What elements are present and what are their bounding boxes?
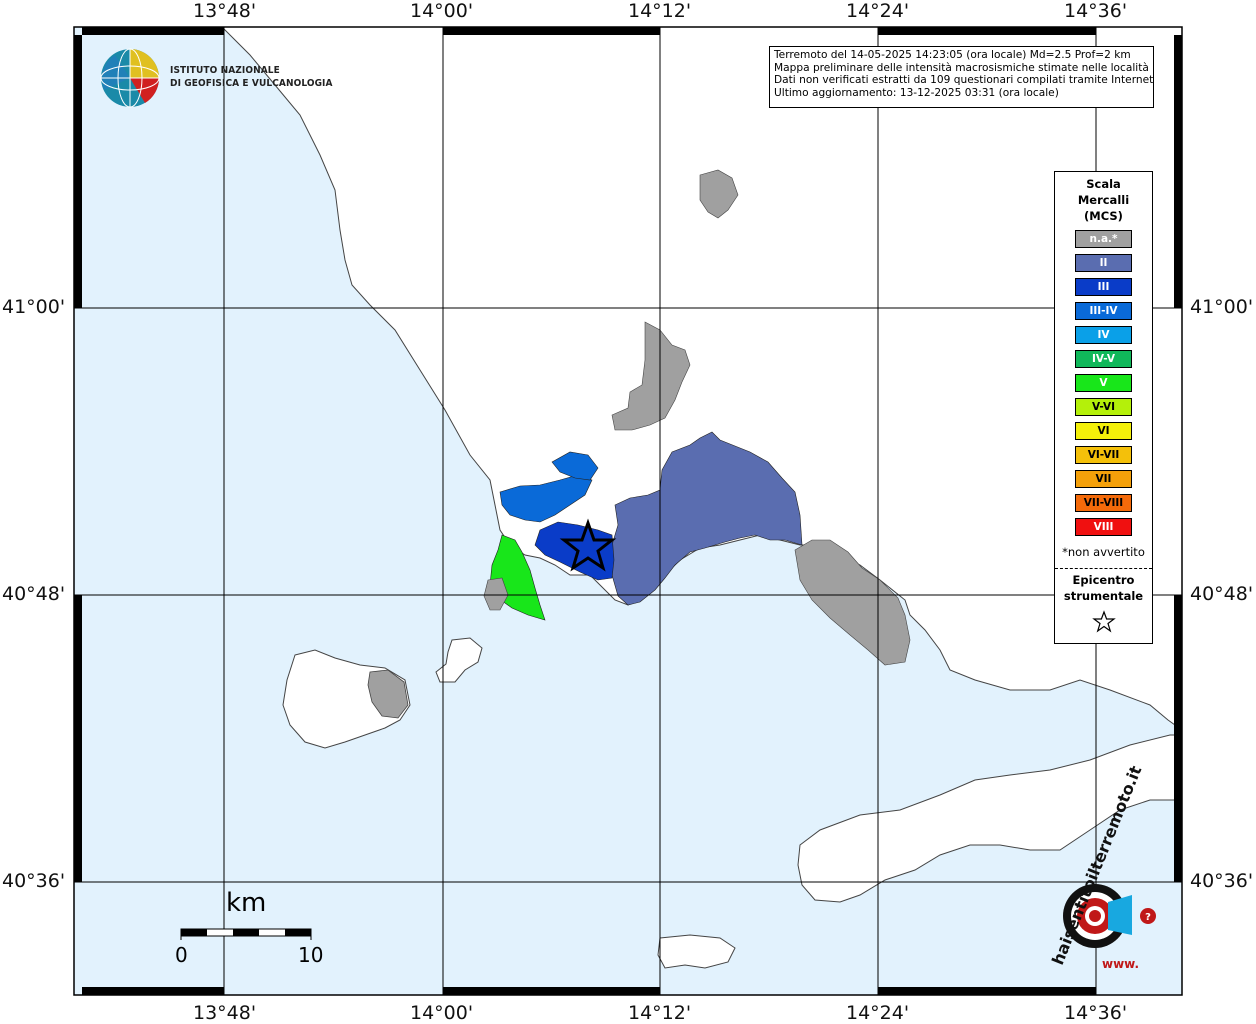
legend-title: Scala Mercalli (MCS) xyxy=(1055,176,1152,224)
legend-swatch: VI xyxy=(1075,422,1132,440)
event-info-line: Mappa preliminare delle intensità macros… xyxy=(774,61,1149,74)
area-not-felt-pozzuoli xyxy=(483,577,509,611)
lon-tick-bottom-2: 14°00' xyxy=(410,1002,474,1024)
ingv-logo-line: DI GEOFISICA E VULCANOLOGIA xyxy=(170,78,333,89)
legend-swatch: VIII xyxy=(1075,518,1132,536)
lon-tick-top-4: 14°24' xyxy=(846,0,910,22)
event-info-line: Ultimo aggiornamento: 13-12-2025 03:31 (… xyxy=(774,86,1059,99)
graticule xyxy=(74,27,1182,995)
legend-swatch: V xyxy=(1075,374,1132,392)
legend-swatch: VII-VIII xyxy=(1075,494,1132,512)
event-info-line: Dati non verificati estratti da 109 ques… xyxy=(774,74,1154,86)
ingv-globe-icon xyxy=(100,48,160,108)
legend-note: *non avvertito xyxy=(1062,545,1145,559)
event-info-box: Terremoto del 14-05-2025 14:23:05 (ora l… xyxy=(769,46,1154,108)
legend-epicenter-line: Epicentro xyxy=(1072,573,1135,587)
legend-star-icon xyxy=(1091,610,1116,633)
scale-min: 0 xyxy=(175,943,188,967)
lon-tick-top-3: 14°12' xyxy=(628,0,692,22)
epicenter-star xyxy=(559,518,617,572)
lon-tick-bottom-4: 14°24' xyxy=(846,1002,910,1024)
legend-title-line: Scala xyxy=(1086,177,1121,191)
legend-swatch: IV-V xyxy=(1075,350,1132,368)
svg-text:?: ? xyxy=(1145,912,1151,923)
procida-island xyxy=(435,637,483,683)
mcs-legend: Scala Mercalli (MCS) n.a.* II III III-IV IV I… xyxy=(1054,171,1153,644)
lon-tick-top-5: 14°36' xyxy=(1064,0,1128,22)
legend-epicenter-line: strumentale xyxy=(1063,589,1144,603)
legend-swatch: III-IV xyxy=(1075,302,1132,320)
ingv-logo-text: ISTITUTO NAZIONALE DI GEOFISICA E VULCAN… xyxy=(170,64,333,90)
frame-bars xyxy=(74,27,1182,995)
legend-swatch: VI-VII xyxy=(1075,446,1132,464)
lat-tick-right-3: 40°36' xyxy=(1190,870,1254,892)
lon-tick-bottom-1: 13°48' xyxy=(193,1002,257,1024)
lat-tick-left-2: 40°48' xyxy=(2,583,66,605)
legend-swatch: IV xyxy=(1075,326,1132,344)
ingv-logo-line: ISTITUTO NAZIONALE xyxy=(170,65,280,76)
area-intensity-iii-iv xyxy=(499,474,593,523)
ischia-not-felt xyxy=(367,669,409,719)
lon-tick-top-1: 13°48' xyxy=(193,0,257,22)
scale-bar xyxy=(180,928,312,940)
area-not-felt-vesuvius xyxy=(794,539,911,666)
lon-tick-bottom-3: 14°12' xyxy=(628,1002,692,1024)
scale-unit: km xyxy=(226,888,267,918)
legend-swatch: n.a.* xyxy=(1075,230,1132,248)
legend-swatch: II xyxy=(1075,254,1132,272)
lon-tick-top-2: 14°00' xyxy=(410,0,474,22)
legend-separator xyxy=(1055,568,1152,569)
legend-epicenter: Epicentro strumentale xyxy=(1055,572,1152,638)
lon-tick-bottom-5: 14°36' xyxy=(1064,1002,1128,1024)
scale-max: 10 xyxy=(298,943,324,967)
legend-swatch: VII xyxy=(1075,470,1132,488)
lat-tick-right-2: 40°48' xyxy=(1190,583,1254,605)
lat-tick-right-1: 41°00' xyxy=(1190,296,1254,318)
lat-tick-left-1: 41°00' xyxy=(2,296,66,318)
event-info-line: Terremoto del 14-05-2025 14:23:05 (ora l… xyxy=(774,49,1131,61)
legend-title-line: Mercalli xyxy=(1077,193,1130,207)
haisentito-url: www. xyxy=(1102,957,1139,971)
legend-title-line: (MCS) xyxy=(1084,209,1123,223)
lat-tick-left-3: 40°36' xyxy=(2,870,66,892)
legend-swatch: V-VI xyxy=(1075,398,1132,416)
area-intensity-iii-iv-north xyxy=(551,451,599,481)
haisentito-logo-icon: ? xyxy=(1063,884,1156,948)
area-not-felt-aversa xyxy=(611,321,691,431)
sorrento-peninsula xyxy=(797,734,1183,903)
area-not-felt-caserta xyxy=(699,169,739,219)
legend-swatch: III xyxy=(1075,278,1132,296)
capri-island xyxy=(657,934,736,969)
